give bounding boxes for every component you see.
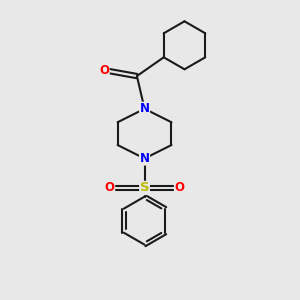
Text: O: O bbox=[105, 182, 115, 194]
Text: O: O bbox=[99, 64, 109, 77]
Text: N: N bbox=[140, 102, 149, 115]
Text: S: S bbox=[140, 182, 149, 194]
Text: N: N bbox=[140, 152, 149, 165]
Text: O: O bbox=[174, 182, 184, 194]
